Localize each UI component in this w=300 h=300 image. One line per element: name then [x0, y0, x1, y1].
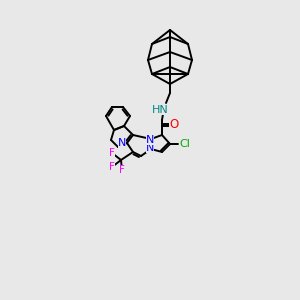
Text: N: N [146, 143, 154, 153]
Text: F: F [119, 165, 125, 175]
Text: N: N [118, 138, 126, 148]
Text: N: N [146, 135, 154, 145]
Text: HN: HN [152, 105, 168, 115]
Text: O: O [169, 118, 178, 131]
Text: F: F [109, 148, 115, 158]
Text: Cl: Cl [180, 139, 190, 149]
Text: F: F [109, 162, 115, 172]
